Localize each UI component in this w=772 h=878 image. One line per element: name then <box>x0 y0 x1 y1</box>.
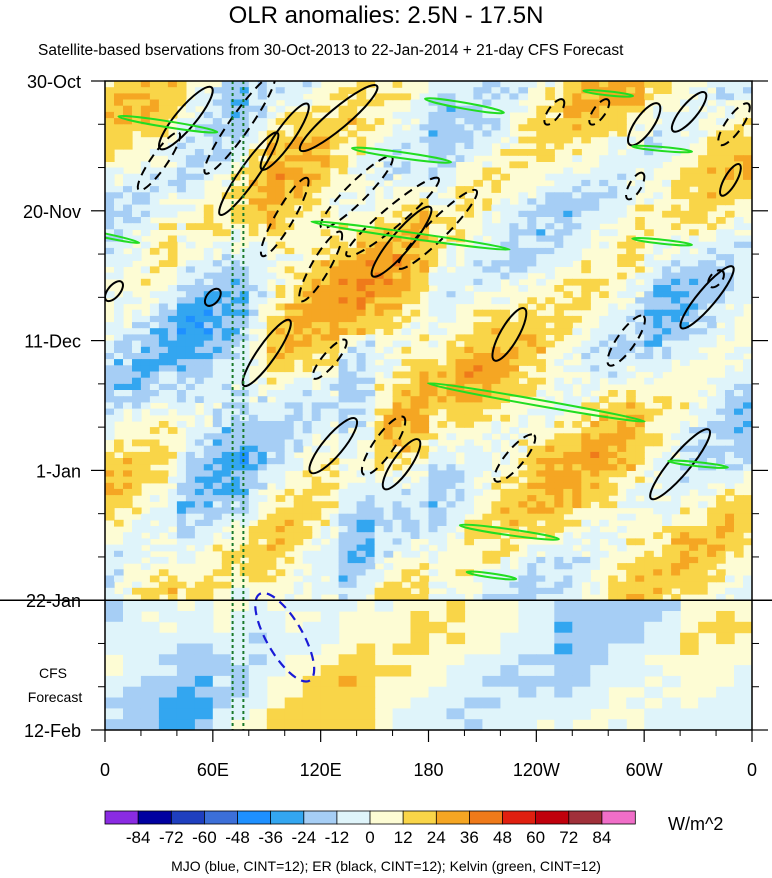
er-contour-22 <box>707 269 725 289</box>
colorbar-box-2 <box>170 810 206 825</box>
colorbar-box-13 <box>535 810 570 825</box>
kelvin-contour-5 <box>427 382 646 423</box>
er-contour-30 <box>203 287 222 307</box>
colorbar-box-15 <box>601 810 636 825</box>
kelvin-contour-10 <box>631 236 693 247</box>
colorbar-units: W/m^2 <box>668 814 724 834</box>
colorbar-label-13: 72 <box>559 828 578 847</box>
colorbar-box-3 <box>203 810 239 825</box>
olr-anomaly-field <box>105 81 752 730</box>
colorbar-label-10: 36 <box>460 828 479 847</box>
y-tick-label-3: 1-Jan <box>36 461 81 481</box>
er-contour-16 <box>679 265 735 330</box>
er-contour-27 <box>649 428 712 501</box>
forecast-label-line1: CFS <box>39 665 67 681</box>
colorbar-label-8: 12 <box>394 828 413 847</box>
x-tick-label-2: 120E <box>300 760 342 780</box>
colorbar-label-2: -60 <box>192 828 217 847</box>
plot-axes: 0 60E 120E 180 120W 60W 0 30-Oct 20-Nov 11-Dec 1-J… <box>0 72 772 780</box>
y-tick-label-0: 30-Oct <box>27 72 81 92</box>
kelvin-contour-11 <box>667 459 729 469</box>
forecast-label-line2: Forecast <box>27 689 83 705</box>
er-contour-19 <box>717 102 751 147</box>
er-contour-13 <box>311 338 348 380</box>
er-contour-9 <box>298 230 344 303</box>
kelvin-contour-9 <box>631 144 694 154</box>
er-contour-5 <box>298 84 379 153</box>
y-tick-label-4: 22-Jan <box>26 591 81 611</box>
chart-title: OLR anomalies: 2.5N - 17.5N <box>228 2 544 29</box>
colorbar-label-5: -24 <box>291 828 316 847</box>
mjo-contour-0 <box>254 591 316 683</box>
colorbar-label-0: -84 <box>126 828 151 847</box>
kelvin-contour-3 <box>310 220 511 251</box>
colorbar-box-0 <box>104 810 139 825</box>
x-tick-label-5: 60W <box>626 760 663 780</box>
er-contour-24 <box>360 415 407 476</box>
er-contour-2 <box>203 81 277 175</box>
colorbar-box-10 <box>435 810 471 825</box>
colorbar-label-12: 60 <box>526 828 545 847</box>
er-contour-8 <box>259 176 310 258</box>
colorbar-label-14: 84 <box>592 828 611 847</box>
colorbar: -84 -72 -60 -48 -36 -24 -12 0 12 24 36 48 60 72 84 <box>104 810 636 847</box>
colorbar-box-5 <box>270 810 305 825</box>
colorbar-label-11: 48 <box>493 828 512 847</box>
chart-subtitle: Satellite-based bservations from 30-Oct-… <box>38 42 624 59</box>
er-contour-23 <box>308 417 359 475</box>
er-contour-7 <box>345 176 440 258</box>
colorbar-label-7: 0 <box>365 828 374 847</box>
er-contour-20 <box>625 171 646 201</box>
er-contour-15 <box>606 314 646 367</box>
y-tick-label-1: 20-Nov <box>23 202 81 222</box>
er-contour-14 <box>491 307 528 362</box>
kelvin-contour-0 <box>117 114 219 134</box>
kelvin-contour-1 <box>424 97 505 115</box>
kelvin-contour-6 <box>458 523 560 541</box>
er-contour-18 <box>670 91 708 133</box>
colorbar-label-1: -72 <box>159 828 184 847</box>
colorbar-label-4: -36 <box>258 828 283 847</box>
er-contour-25 <box>381 438 422 491</box>
er-contour-17 <box>627 102 662 147</box>
er-contour-0 <box>158 85 214 151</box>
er-contour-29 <box>588 98 611 126</box>
x-tick-label-6: 0 <box>747 760 757 780</box>
er-contour-31 <box>105 280 124 303</box>
er-contour-4 <box>259 102 310 171</box>
x-tick-label-3: 180 <box>413 760 443 780</box>
colorbar-box-11 <box>468 810 504 825</box>
colorbar-box-9 <box>402 810 437 825</box>
colorbar-box-8 <box>369 810 404 825</box>
colorbar-box-1 <box>137 810 172 825</box>
y-tick-label-5: 12-Feb <box>24 721 81 741</box>
x-tick-label-4: 120W <box>513 760 560 780</box>
er-contour-10 <box>396 188 479 270</box>
contour-legend: MJO (blue, CINT=12); ER (black, CINT=12)… <box>171 858 601 874</box>
kelvin-contour-2 <box>351 146 453 164</box>
colorbar-box-4 <box>237 810 272 825</box>
colorbar-label-3: -48 <box>225 828 250 847</box>
colorbar-box-6 <box>303 810 338 825</box>
colorbar-box-12 <box>502 810 537 825</box>
colorbar-box-14 <box>568 810 603 825</box>
er-contour-1 <box>136 131 182 192</box>
kelvin-contour-7 <box>465 570 518 581</box>
colorbar-label-6: -12 <box>325 828 350 847</box>
er-contour-28 <box>543 98 566 126</box>
kelvin-contour-8 <box>582 89 635 98</box>
er-contour-12 <box>241 318 292 388</box>
er-contour-21 <box>719 163 742 197</box>
colorbar-box-7 <box>336 810 371 825</box>
x-tick-label-0: 0 <box>100 760 110 780</box>
colorbar-label-9: 24 <box>427 828 446 847</box>
x-tick-label-1: 60E <box>197 760 229 780</box>
wave-filtered-contours <box>105 81 751 730</box>
y-tick-label-2: 11-Dec <box>24 332 81 352</box>
er-contour-26 <box>493 433 537 483</box>
